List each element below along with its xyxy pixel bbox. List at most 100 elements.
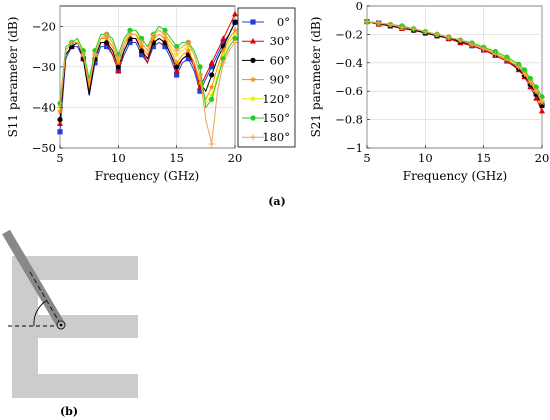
s11-series-2 — [57, 19, 238, 123]
s21-data-point — [422, 28, 429, 35]
s21-y-tick-label: 0 — [356, 0, 363, 13]
s11-data-point — [150, 31, 157, 38]
s11-data-point — [127, 39, 133, 46]
s21-data-point — [445, 34, 452, 41]
s11-data-point — [209, 96, 215, 102]
legend-label: 90° — [270, 73, 290, 87]
caption-a: (a) — [268, 195, 286, 208]
s21-x-axis-label: Frequency (GHz) — [403, 169, 507, 183]
s21-data-point — [492, 51, 499, 58]
s11-data-point — [138, 43, 145, 50]
s11-x-tick-label: 15 — [169, 151, 184, 165]
legend-marker — [250, 57, 256, 64]
s11-series-line — [59, 30, 236, 112]
s21-series-line — [366, 21, 543, 98]
s21-data-point — [521, 67, 528, 73]
legend-label: 150° — [262, 111, 290, 125]
s11-data-point — [197, 88, 203, 94]
s21-data-point — [539, 107, 545, 114]
s21-data-point — [480, 45, 487, 52]
s21-data-point — [539, 98, 545, 105]
s11-x-axis-label: Frequency (GHz) — [95, 169, 199, 183]
s11-data-point — [139, 35, 145, 42]
s21-x-tick-label: 15 — [476, 151, 491, 165]
s11-data-point — [220, 59, 227, 66]
s11-data-point — [208, 140, 215, 147]
s11-data-point — [174, 72, 180, 78]
s11-data-point — [115, 59, 122, 66]
s11-series-6 — [57, 29, 238, 147]
caption-b: (b) — [60, 405, 78, 418]
s11-chart: 5 10 15 20 −20 −30 −40 −50 Frequency (GHz) S11 … — [6, 5, 243, 183]
s11-series — [56, 10, 239, 147]
s21-series-6 — [364, 18, 545, 105]
s11-data-point — [208, 59, 215, 66]
s11-data-point — [139, 48, 145, 54]
s11-data-point — [115, 67, 122, 74]
s21-data-point — [533, 88, 540, 95]
s11-data-point — [139, 52, 145, 58]
s11-data-point — [220, 39, 226, 46]
s11-data-point — [69, 43, 75, 50]
s11-series-line — [59, 21, 236, 120]
s11-data-point — [197, 71, 203, 78]
s11-y-tick-label: −20 — [32, 19, 56, 33]
legend-item: 30° — [242, 34, 290, 48]
s11-data-point — [162, 31, 168, 38]
s11-data-point — [150, 43, 156, 50]
s11-data-point — [162, 43, 168, 50]
s21-series-line — [366, 21, 543, 102]
s21-x-tick-label: 20 — [535, 151, 550, 165]
legend-item: 90° — [242, 73, 290, 87]
s21-y-axis-label: S21 parameter (dB) — [309, 17, 323, 138]
s11-data-point — [57, 129, 63, 135]
legend-label: 0° — [277, 15, 290, 29]
legend-item: 0° — [242, 15, 290, 29]
s11-data-point — [161, 35, 169, 42]
s11-data-point — [56, 108, 64, 115]
s11-data-point — [185, 39, 192, 46]
s21-y-tick-label: −0.6 — [335, 84, 363, 98]
s11-data-point — [220, 35, 227, 41]
s11-data-point — [220, 47, 227, 54]
s11-data-point — [231, 31, 239, 38]
s11-data-point — [103, 35, 110, 42]
s11-y-tick-label: −30 — [32, 60, 56, 74]
s11-data-point — [174, 43, 180, 50]
s11-y-tick-label: −40 — [32, 100, 56, 114]
s11-data-point — [57, 120, 63, 126]
s21-series-line — [366, 21, 543, 99]
s21-series-5 — [364, 19, 545, 100]
s11-data-point — [115, 55, 122, 62]
s21-data-point — [434, 31, 440, 38]
s11-data-point — [232, 19, 238, 25]
s11-y-axis-label: S11 parameter (dB) — [6, 17, 20, 138]
s11-y-tick-label: −50 — [32, 141, 56, 155]
s21-data-point — [533, 95, 540, 101]
probe-axis-dashed — [29, 271, 62, 326]
pivot-inner — [59, 323, 63, 327]
legend-label: 120° — [262, 92, 290, 106]
s21-data-point — [527, 79, 534, 86]
s11-data-point — [231, 26, 239, 34]
s21-data-point — [410, 25, 417, 32]
legend-item: 120° — [242, 92, 290, 106]
s11-ticks: 5 10 15 20 −20 −30 −40 −50 — [32, 19, 243, 165]
s11-data-point — [197, 64, 203, 70]
s11-data-point — [162, 27, 168, 33]
legend-marker — [250, 38, 256, 44]
legend-marker — [249, 95, 257, 102]
s21-y-tick-label: −0.8 — [335, 113, 363, 127]
s11-data-point — [220, 51, 227, 58]
s11-x-tick-label: 5 — [56, 151, 63, 165]
legend-marker — [250, 134, 256, 141]
s21-data-point — [527, 75, 533, 82]
s21-plot-frame — [366, 5, 543, 149]
s21-y-tick-label: −0.4 — [335, 56, 363, 70]
e-shape-body — [12, 256, 138, 398]
s21-y-tick-label: −1 — [346, 141, 363, 155]
s11-data-point — [150, 35, 157, 42]
s11-data-point — [232, 39, 238, 46]
s11-data-point — [92, 51, 98, 58]
s11-data-point — [104, 43, 110, 50]
